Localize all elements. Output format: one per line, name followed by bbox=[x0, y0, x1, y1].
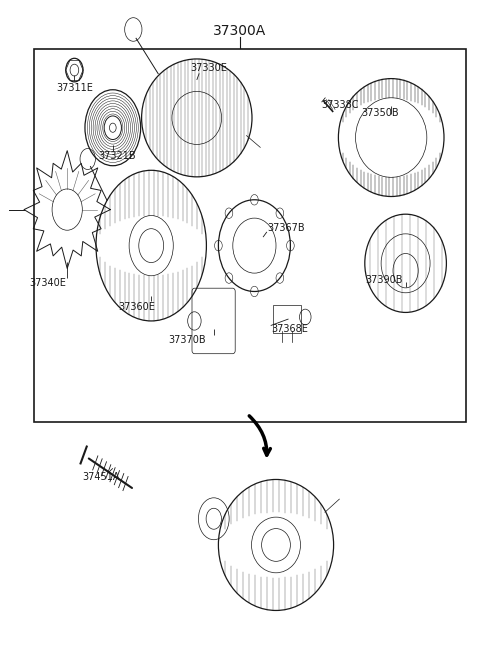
Text: 37330E: 37330E bbox=[191, 63, 227, 73]
Text: 37370B: 37370B bbox=[168, 335, 206, 345]
Text: 37340E: 37340E bbox=[30, 278, 66, 288]
Text: 37300A: 37300A bbox=[214, 24, 266, 39]
Text: 37451A: 37451A bbox=[82, 472, 120, 482]
Bar bbox=[34, 49, 466, 422]
Text: 37321B: 37321B bbox=[99, 151, 136, 161]
Text: 37368E: 37368E bbox=[272, 324, 309, 334]
Text: 37390B: 37390B bbox=[366, 275, 403, 286]
Text: 37367B: 37367B bbox=[267, 223, 304, 233]
Text: 37338C: 37338C bbox=[322, 100, 359, 111]
Text: 37311E: 37311E bbox=[56, 83, 93, 94]
Text: 37360E: 37360E bbox=[119, 301, 155, 312]
Text: 37350B: 37350B bbox=[361, 107, 398, 118]
